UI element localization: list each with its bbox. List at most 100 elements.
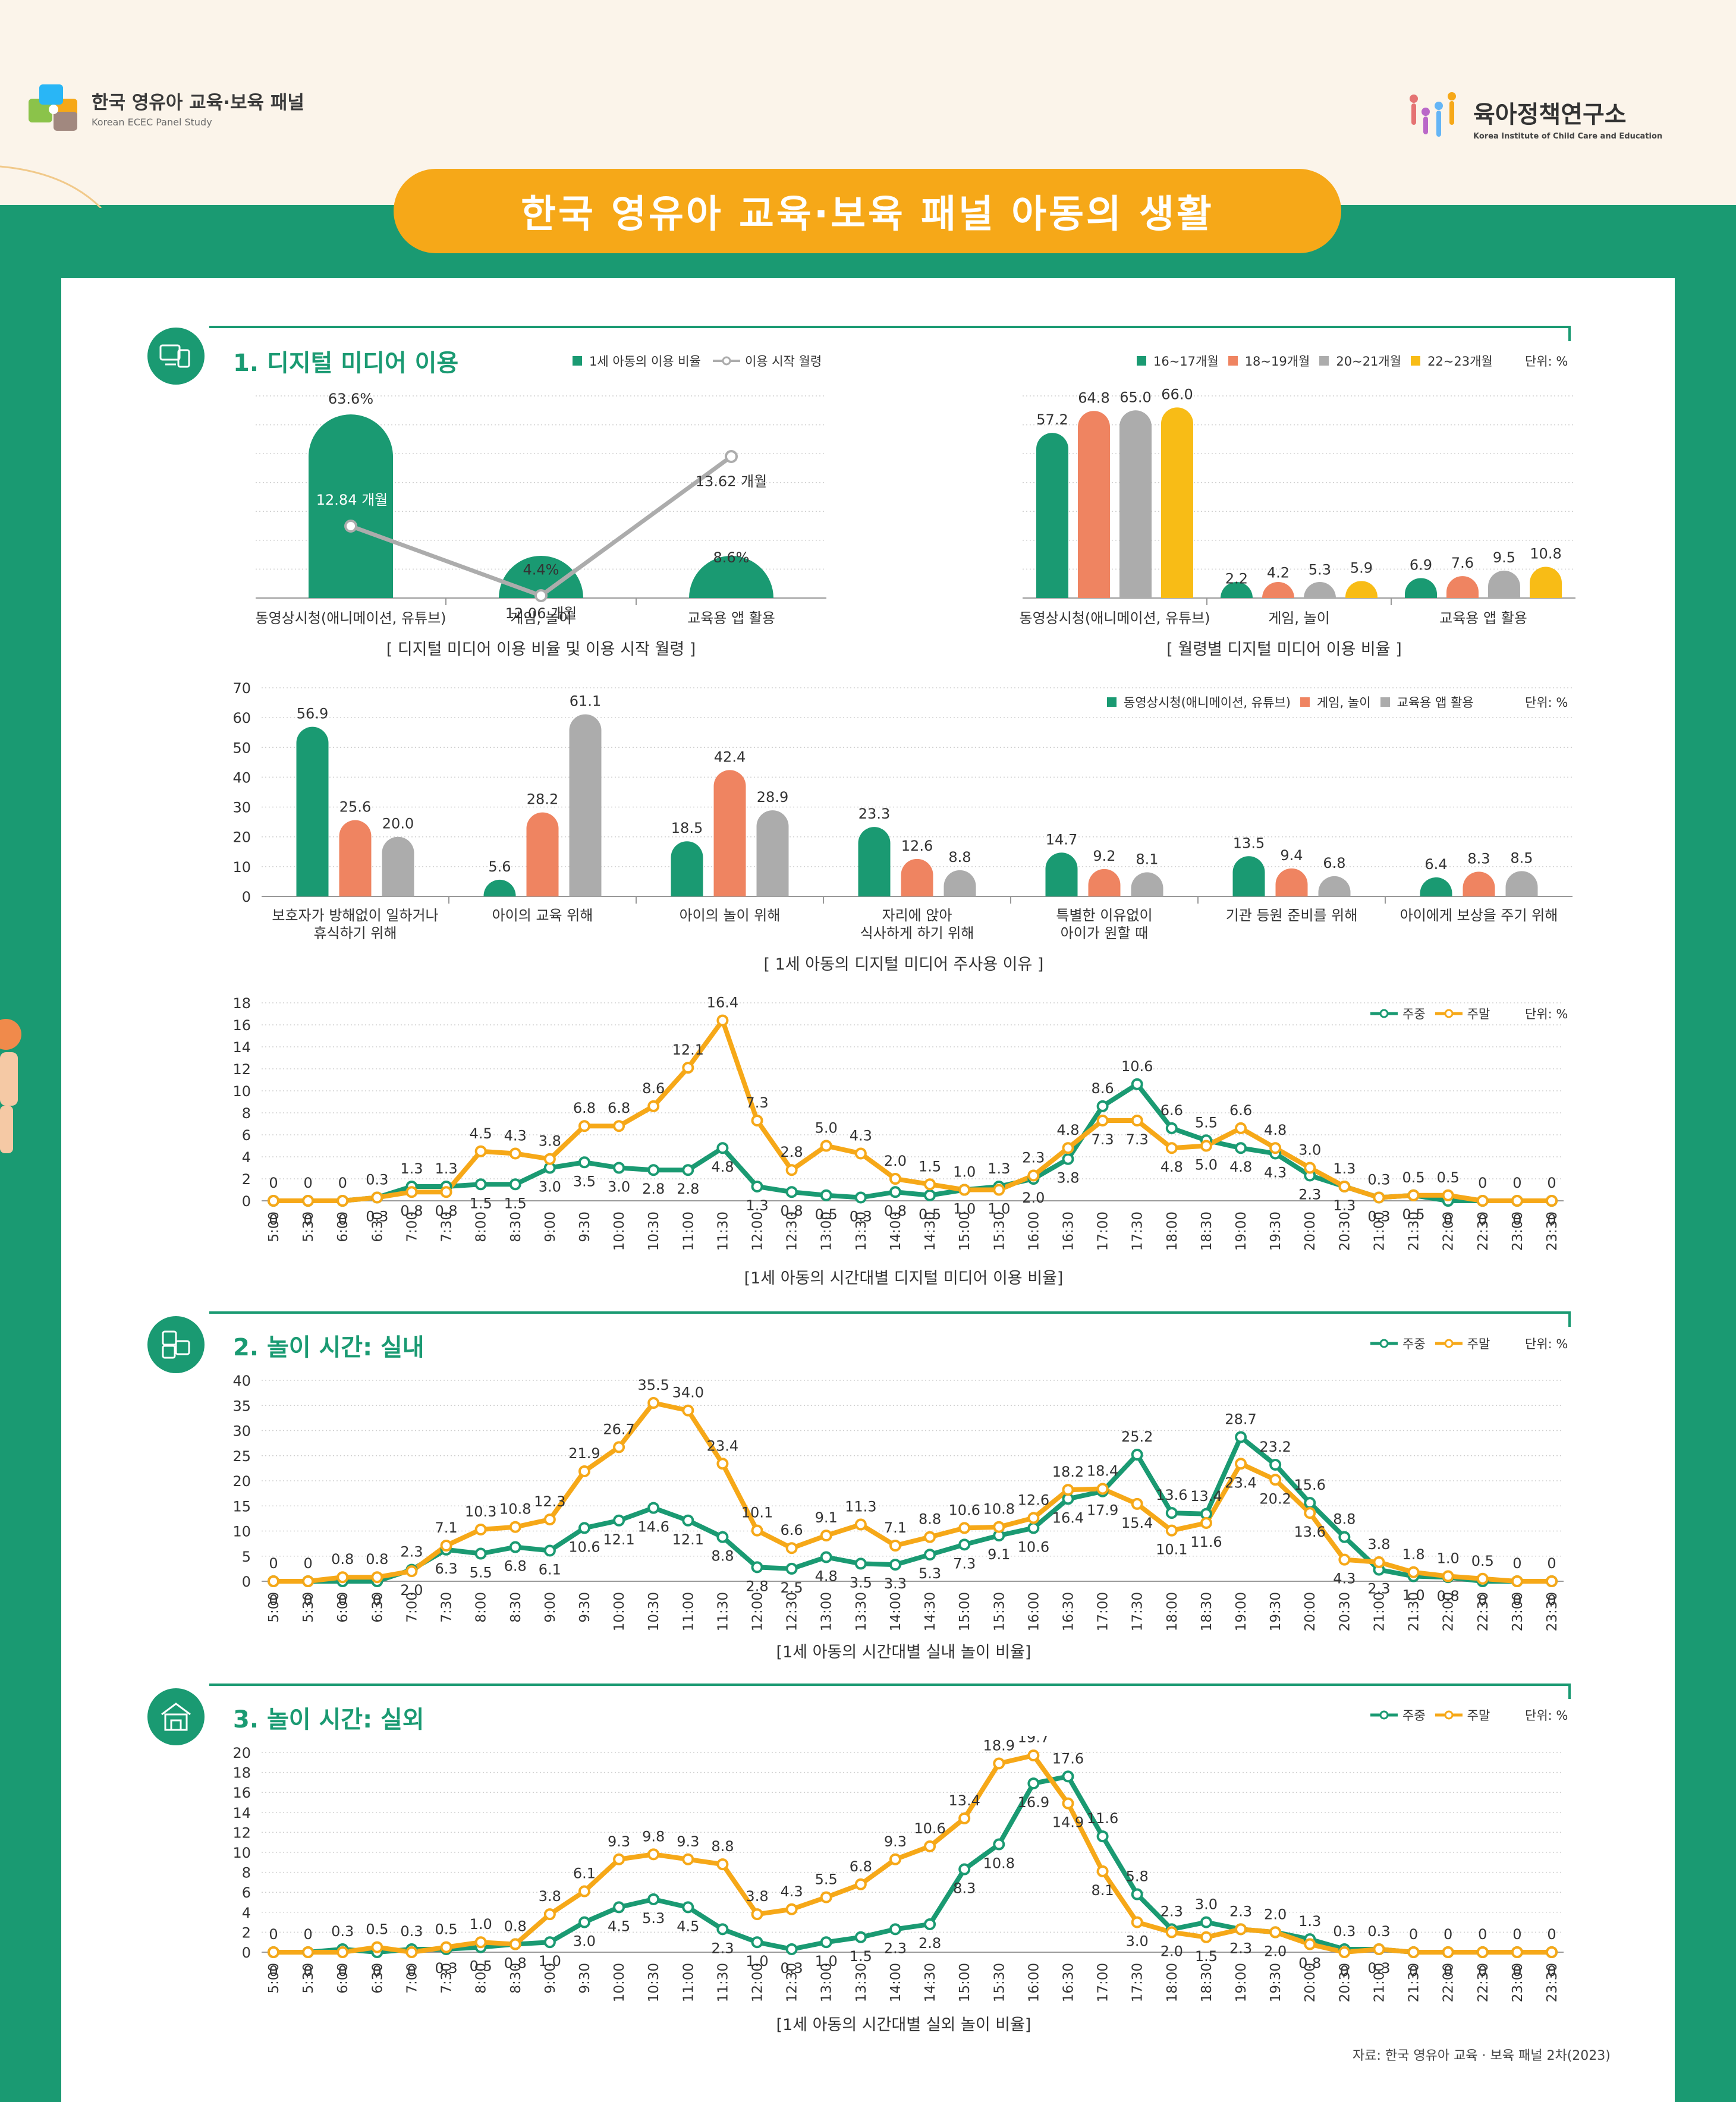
legend-swatch — [1137, 356, 1146, 366]
point-weekend — [716, 1014, 729, 1027]
chart3-caption: [ 1세 아동의 디지털 미디어 주사용 이유 ] — [763, 955, 1044, 974]
point-weekday — [647, 1893, 660, 1905]
point-weekday — [889, 1923, 901, 1936]
panel-logo-title: 한국 영유아 교육·보육 패널 — [92, 92, 304, 114]
y-tick-label: 10 — [232, 1524, 251, 1540]
point-label-weekend: 4.3 — [781, 1883, 803, 1900]
point-weekend — [993, 1521, 1005, 1533]
point-label-weekend: 9.1 — [815, 1509, 838, 1526]
x-tick-label: 17:30 — [1130, 1592, 1146, 1631]
point-label-weekday: 0.3 — [435, 1960, 457, 1977]
bar-label-reason: 8.8 — [948, 849, 971, 866]
bar-reason — [1088, 869, 1121, 896]
legend-video: 동영상시청(애니메이션, 유튜브) — [1124, 696, 1291, 710]
point-label-weekend: 4.8 — [1161, 1159, 1183, 1175]
point-label-weekday: 6.1 — [539, 1561, 561, 1578]
point-label-weekday: 4.5 — [677, 1918, 699, 1934]
point-weekend — [1442, 1189, 1454, 1201]
point-label-weekend: 6.8 — [573, 1100, 596, 1116]
point-label-weekday: 2.3 — [1161, 1903, 1183, 1920]
institute-logo: 육아정책연구소 Korea Institute of Child Care an… — [1403, 88, 1662, 147]
point-label-weekend: 10.8 — [499, 1501, 531, 1518]
point-weekend — [1407, 1946, 1420, 1958]
point-weekday — [509, 1541, 521, 1553]
y-tick-label: 16 — [232, 1785, 251, 1801]
point-label-weekend: 8.8 — [711, 1838, 734, 1855]
point-label-weekend: 8.8 — [919, 1511, 941, 1528]
y-tick-label: 0 — [242, 1944, 251, 1961]
x-tick-label: 14:00 — [888, 1592, 904, 1631]
point-label-weekday: 3.5 — [850, 1574, 872, 1591]
point-weekday — [993, 1838, 1005, 1851]
point-weekday — [751, 1936, 763, 1949]
point-label-weekday: 0 — [1512, 1963, 1521, 1980]
point-weekend — [820, 1140, 832, 1152]
bar-label-month-age: 2.2 — [1225, 570, 1248, 587]
legend-swatch — [1411, 356, 1421, 366]
x-tick-label: 18:30 — [1199, 1212, 1215, 1251]
point-label-weekend: 0 — [1512, 1175, 1521, 1191]
point-weekend — [1373, 1943, 1385, 1955]
point-weekday — [543, 1936, 556, 1949]
point-weekend — [1546, 1195, 1558, 1207]
x-tick-label: 아이의 놀이 위해 — [680, 907, 781, 924]
point-weekday — [958, 1538, 971, 1551]
legend-line-swatch — [1435, 1009, 1463, 1018]
point-weekday — [1338, 1531, 1351, 1543]
point-weekend — [405, 1565, 418, 1578]
point-label-weekday: 2.8 — [677, 1181, 699, 1197]
x-tick-label: 8:00 — [474, 1963, 489, 1994]
point-label-weekday: 4.8 — [1229, 1159, 1252, 1175]
bar-label-reason: 23.3 — [858, 805, 890, 822]
y-tick-label: 2 — [242, 1171, 251, 1188]
point-weekday — [889, 1559, 901, 1571]
x-tick-label: 16:30 — [1061, 1212, 1076, 1251]
section-title-indoor: 2. 놀이 시간: 실내 — [233, 1334, 424, 1361]
point-weekday — [474, 1178, 487, 1191]
x-tick-label: 8:00 — [474, 1212, 489, 1242]
point-weekend — [509, 1521, 521, 1533]
bar-month-age — [1446, 576, 1479, 598]
point-label-weekend: 12.3 — [534, 1493, 565, 1510]
point-weekend — [302, 1575, 315, 1587]
x-tick-label: 22:30 — [1476, 1963, 1491, 2002]
point-weekend — [613, 1120, 625, 1132]
institute-logo-subtitle: Korea Institute of Child Care and Educat… — [1473, 131, 1663, 141]
point-weekday — [924, 1549, 936, 1561]
x-tick-label: 16:00 — [1026, 1963, 1042, 2002]
point-label-weekend: 3.8 — [1367, 1536, 1390, 1553]
point-label-weekend: 4.3 — [1333, 1571, 1356, 1587]
bar-label-month-age: 57.2 — [1036, 411, 1068, 428]
x-tick-label: 20:30 — [1337, 1212, 1353, 1251]
point-label-weekend: 0.8 — [400, 1203, 423, 1219]
institute-logo-icon — [1410, 92, 1456, 137]
point-label-weekend: 1.5 — [1195, 1948, 1218, 1965]
point-weekend — [578, 1465, 590, 1477]
point-weekend — [1165, 1524, 1178, 1537]
point-label-weekend: 0 — [338, 1963, 347, 1980]
point-weekday — [647, 1502, 660, 1514]
point-weekend — [1062, 1797, 1074, 1810]
point-weekend — [1131, 1497, 1143, 1510]
point-weekend — [889, 1173, 901, 1185]
legend-weekday: 주중 — [1402, 1007, 1426, 1021]
x-tick-label: 13:00 — [819, 1963, 835, 2002]
point-label-weekday: 2.0 — [1022, 1190, 1045, 1206]
point-weekday — [1235, 1431, 1247, 1443]
point-label-weekday: 3.0 — [608, 1179, 630, 1195]
x-tick-label: 21:00 — [1372, 1592, 1387, 1631]
bar-label-reason: 13.5 — [1233, 835, 1265, 851]
x-tick-label: 6:30 — [370, 1963, 385, 1994]
point-label-weekday: 0.8 — [781, 1203, 803, 1219]
point-weekend — [1027, 1749, 1040, 1762]
x-tick-label: 17:00 — [1096, 1212, 1111, 1251]
x-tick-label: 10:00 — [612, 1592, 627, 1631]
point-label-weekend: 0 — [1478, 1175, 1487, 1191]
point-label-weekend: 20.2 — [1259, 1490, 1291, 1507]
point-weekend — [889, 1853, 901, 1865]
point-label-weekday: 0 — [269, 1592, 278, 1609]
x-tick-label: 11:00 — [681, 1212, 696, 1251]
x-tick-label: 12:00 — [750, 1963, 766, 2002]
bar-label-reason: 14.7 — [1046, 831, 1077, 848]
point-weekend — [993, 1184, 1005, 1196]
